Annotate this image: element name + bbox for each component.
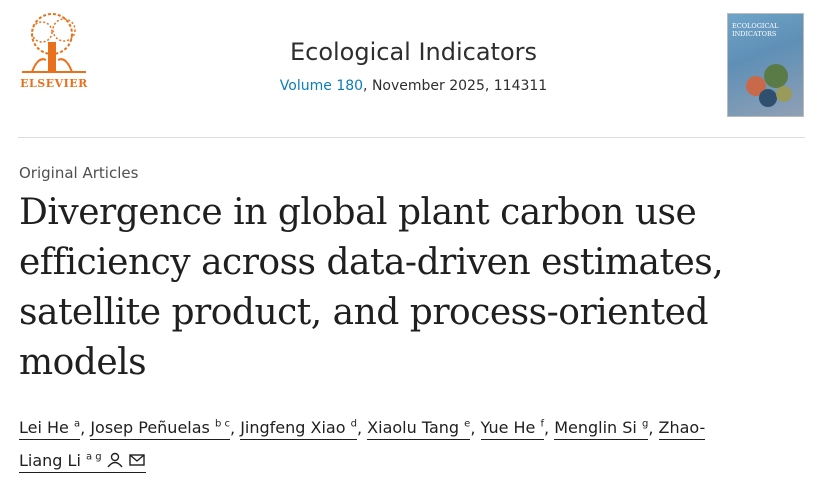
author-separator: , (230, 418, 236, 438)
author-name[interactable]: Xiaolu Tang (367, 418, 460, 438)
journal-title[interactable]: Ecological Indicators (289, 38, 538, 66)
author[interactable]: Josep Peñuelas b c (90, 418, 230, 441)
author[interactable]: Lei He a (19, 418, 81, 441)
author[interactable]: Jingfeng Xiao d (240, 418, 357, 441)
email-icon[interactable] (128, 452, 146, 468)
article-type: Original Articles (19, 164, 139, 182)
journal-cover[interactable]: ECOLOGICAL INDICATORS (727, 13, 804, 117)
author-name[interactable]: Yue He (480, 418, 536, 438)
corresponding-author-icon[interactable] (106, 452, 124, 468)
author-affiliation[interactable]: a (73, 419, 81, 430)
author-name[interactable]: Menglin Si (554, 418, 637, 438)
divider (18, 137, 805, 138)
author-name[interactable]: Lei He (19, 418, 69, 438)
cover-art (746, 64, 792, 107)
publisher-logo (22, 13, 86, 73)
author-affiliation[interactable]: e (464, 419, 471, 430)
author-name[interactable]: Josep Peñuelas (90, 418, 210, 438)
author-separator: , (470, 418, 476, 438)
author-name[interactable]: Zhao-Liang Li (19, 418, 706, 470)
author-affiliation[interactable]: a g (86, 451, 102, 463)
author-name[interactable]: Jingfeng Xiao (240, 418, 346, 438)
author-separator: , (544, 418, 550, 438)
publisher-name: ELSEVIER (20, 77, 88, 90)
author-list: Lei He a, Josep Peñuelas b c, Jingfeng X… (19, 410, 719, 475)
author-affiliation[interactable]: g (641, 419, 649, 430)
author[interactable]: Yue He f (480, 418, 545, 441)
author-separator: , (648, 418, 654, 438)
author[interactable]: Xiaolu Tang e (367, 418, 471, 441)
volume-link[interactable]: Volume 180 (279, 78, 364, 94)
author-separator: , (80, 418, 86, 438)
author-affiliation[interactable]: f (540, 419, 545, 430)
volume-line: Volume 180, November 2025, 114311 (0, 78, 827, 94)
author-separator: , (356, 418, 363, 438)
author-affiliation[interactable]: b c (214, 419, 230, 430)
cover-title: ECOLOGICAL INDICATORS (732, 22, 779, 38)
article-title: Divergence in global plant carbon use ef… (19, 192, 724, 383)
author[interactable]: Zhao-Liang Li a g (19, 418, 706, 473)
author[interactable]: Menglin Si g (554, 418, 649, 441)
issue-info: , November 2025, 114311 (363, 78, 548, 94)
author-affiliation[interactable]: d (350, 419, 357, 430)
